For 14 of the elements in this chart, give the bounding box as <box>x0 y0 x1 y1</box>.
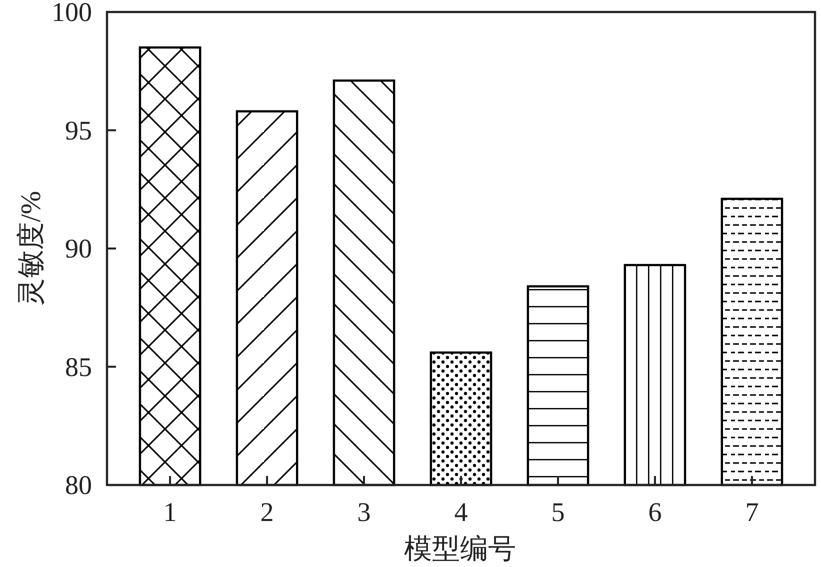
x-axis-title: 模型编号 <box>404 534 516 565</box>
x-tick-label: 2 <box>260 497 274 527</box>
y-tick-label: 85 <box>65 352 92 382</box>
y-tick-label: 90 <box>65 234 92 264</box>
y-tick-label: 95 <box>65 115 92 146</box>
x-tick-label: 1 <box>163 497 177 527</box>
x-tick-label: 7 <box>745 497 759 527</box>
x-tick-label: 4 <box>454 497 468 527</box>
x-tick-label: 5 <box>551 497 565 527</box>
y-tick-label: 100 <box>52 0 92 27</box>
x-tick-label: 3 <box>357 497 371 527</box>
x-tick-label: 6 <box>648 497 662 527</box>
y-axis-title: 灵敏度/% <box>16 190 47 306</box>
y-tick-label: 80 <box>65 470 92 500</box>
